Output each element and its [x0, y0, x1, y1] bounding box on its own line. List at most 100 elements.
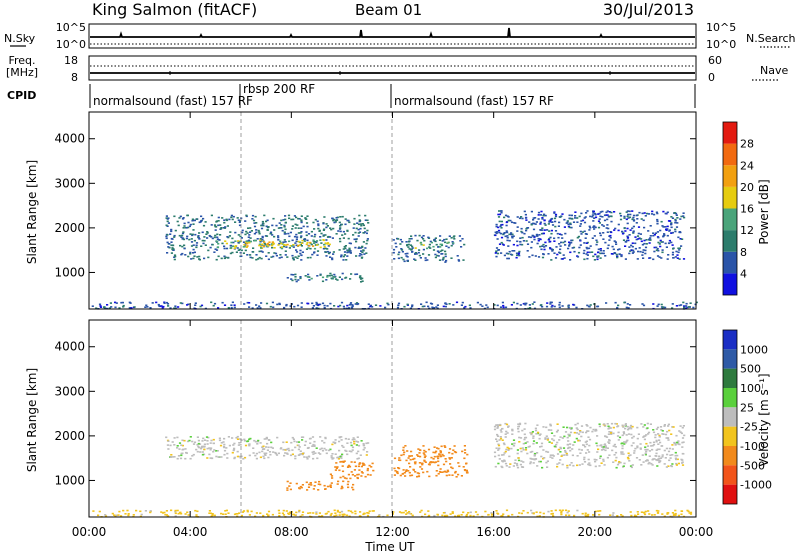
- data-cell: [655, 246, 658, 249]
- data-cell: [543, 457, 546, 459]
- data-cell: [444, 305, 447, 308]
- data-cell: [401, 241, 404, 243]
- data-cell: [462, 511, 465, 514]
- data-cell: [666, 234, 669, 237]
- data-cell: [191, 234, 194, 237]
- data-cell: [436, 304, 439, 306]
- data-cell: [301, 439, 304, 441]
- data-cell: [360, 250, 363, 252]
- data-cell: [357, 232, 360, 234]
- data-cell: [686, 509, 689, 512]
- data-cell: [196, 436, 199, 438]
- data-cell: [453, 445, 456, 447]
- data-cell: [284, 241, 287, 243]
- data-cell: [445, 303, 448, 305]
- data-cell: [575, 427, 578, 429]
- data-cell: [166, 234, 169, 236]
- data-cell: [352, 227, 355, 229]
- data-cell: [519, 243, 522, 246]
- data-cell: [638, 459, 641, 461]
- data-cell: [238, 512, 241, 514]
- data-cell: [626, 239, 629, 242]
- data-cell: [598, 513, 601, 516]
- data-cell: [295, 511, 298, 514]
- data-cell: [648, 242, 651, 244]
- data-cell: [336, 279, 339, 281]
- data-cell: [570, 214, 573, 217]
- data-cell: [607, 216, 610, 218]
- data-cell: [594, 460, 597, 463]
- data-cell: [569, 449, 572, 452]
- data-cell: [306, 458, 309, 460]
- data-cell: [611, 514, 614, 516]
- data-cell: [228, 218, 231, 221]
- data-cell: [405, 469, 408, 471]
- data-cell: [189, 251, 192, 254]
- data-cell: [348, 251, 351, 253]
- data-cell: [366, 514, 370, 517]
- data-cell: [329, 272, 332, 275]
- data-cell: [227, 257, 230, 259]
- data-cell: [536, 515, 539, 518]
- nave-label: Nave: [760, 64, 788, 77]
- data-cell: [438, 239, 442, 241]
- data-cell: [623, 301, 626, 304]
- data-cell: [581, 463, 584, 465]
- data-cell: [585, 431, 588, 434]
- data-cell: [225, 219, 229, 222]
- data-cell: [524, 447, 528, 449]
- data-cell: [689, 302, 692, 304]
- data-cell: [241, 511, 245, 513]
- data-cell: [323, 304, 326, 307]
- data-cell: [324, 242, 327, 244]
- data-cell: [350, 306, 353, 309]
- data-cell: [496, 231, 499, 233]
- data-cell: [658, 457, 661, 460]
- data-cell: [417, 472, 421, 475]
- data-cell: [326, 305, 329, 307]
- data-cell: [422, 253, 425, 255]
- data-cell: [334, 466, 337, 468]
- data-cell: [626, 215, 629, 218]
- data-cell: [295, 251, 299, 253]
- data-cell: [531, 512, 534, 514]
- data-cell: [331, 257, 334, 259]
- data-cell: [185, 452, 188, 454]
- data-cell: [298, 446, 301, 448]
- data-cell: [217, 216, 220, 219]
- data-cell: [564, 244, 567, 246]
- data-cell: [225, 218, 228, 221]
- data-cell: [283, 306, 286, 309]
- data-cell: [158, 305, 161, 307]
- data-cell: [576, 256, 580, 258]
- data-cell: [300, 486, 303, 489]
- data-cell: [224, 240, 227, 242]
- data-cell: [569, 251, 572, 254]
- data-cell: [675, 250, 678, 253]
- data-cell: [516, 226, 519, 228]
- data-cell: [309, 256, 312, 259]
- data-cell: [319, 236, 322, 238]
- data-cell: [593, 235, 596, 237]
- data-cell: [655, 452, 658, 455]
- data-cell: [203, 445, 206, 448]
- data-cell: [628, 216, 632, 219]
- data-cell: [469, 307, 472, 309]
- data-cell: [293, 305, 296, 308]
- data-cell: [651, 464, 654, 466]
- data-cell: [193, 219, 196, 222]
- data-cell: [583, 249, 586, 252]
- data-cell: [210, 224, 213, 226]
- data-cell: [358, 463, 361, 465]
- data-cell: [261, 236, 264, 239]
- data-cell: [246, 232, 249, 234]
- data-cell: [541, 305, 544, 308]
- data-cell: [174, 512, 177, 515]
- data-cell: [580, 233, 583, 235]
- data-cell: [283, 231, 286, 233]
- data-cell: [580, 425, 584, 427]
- data-cell: [621, 232, 625, 235]
- data-cell: [284, 254, 287, 256]
- data-cell: [534, 427, 537, 430]
- data-cell: [594, 216, 598, 219]
